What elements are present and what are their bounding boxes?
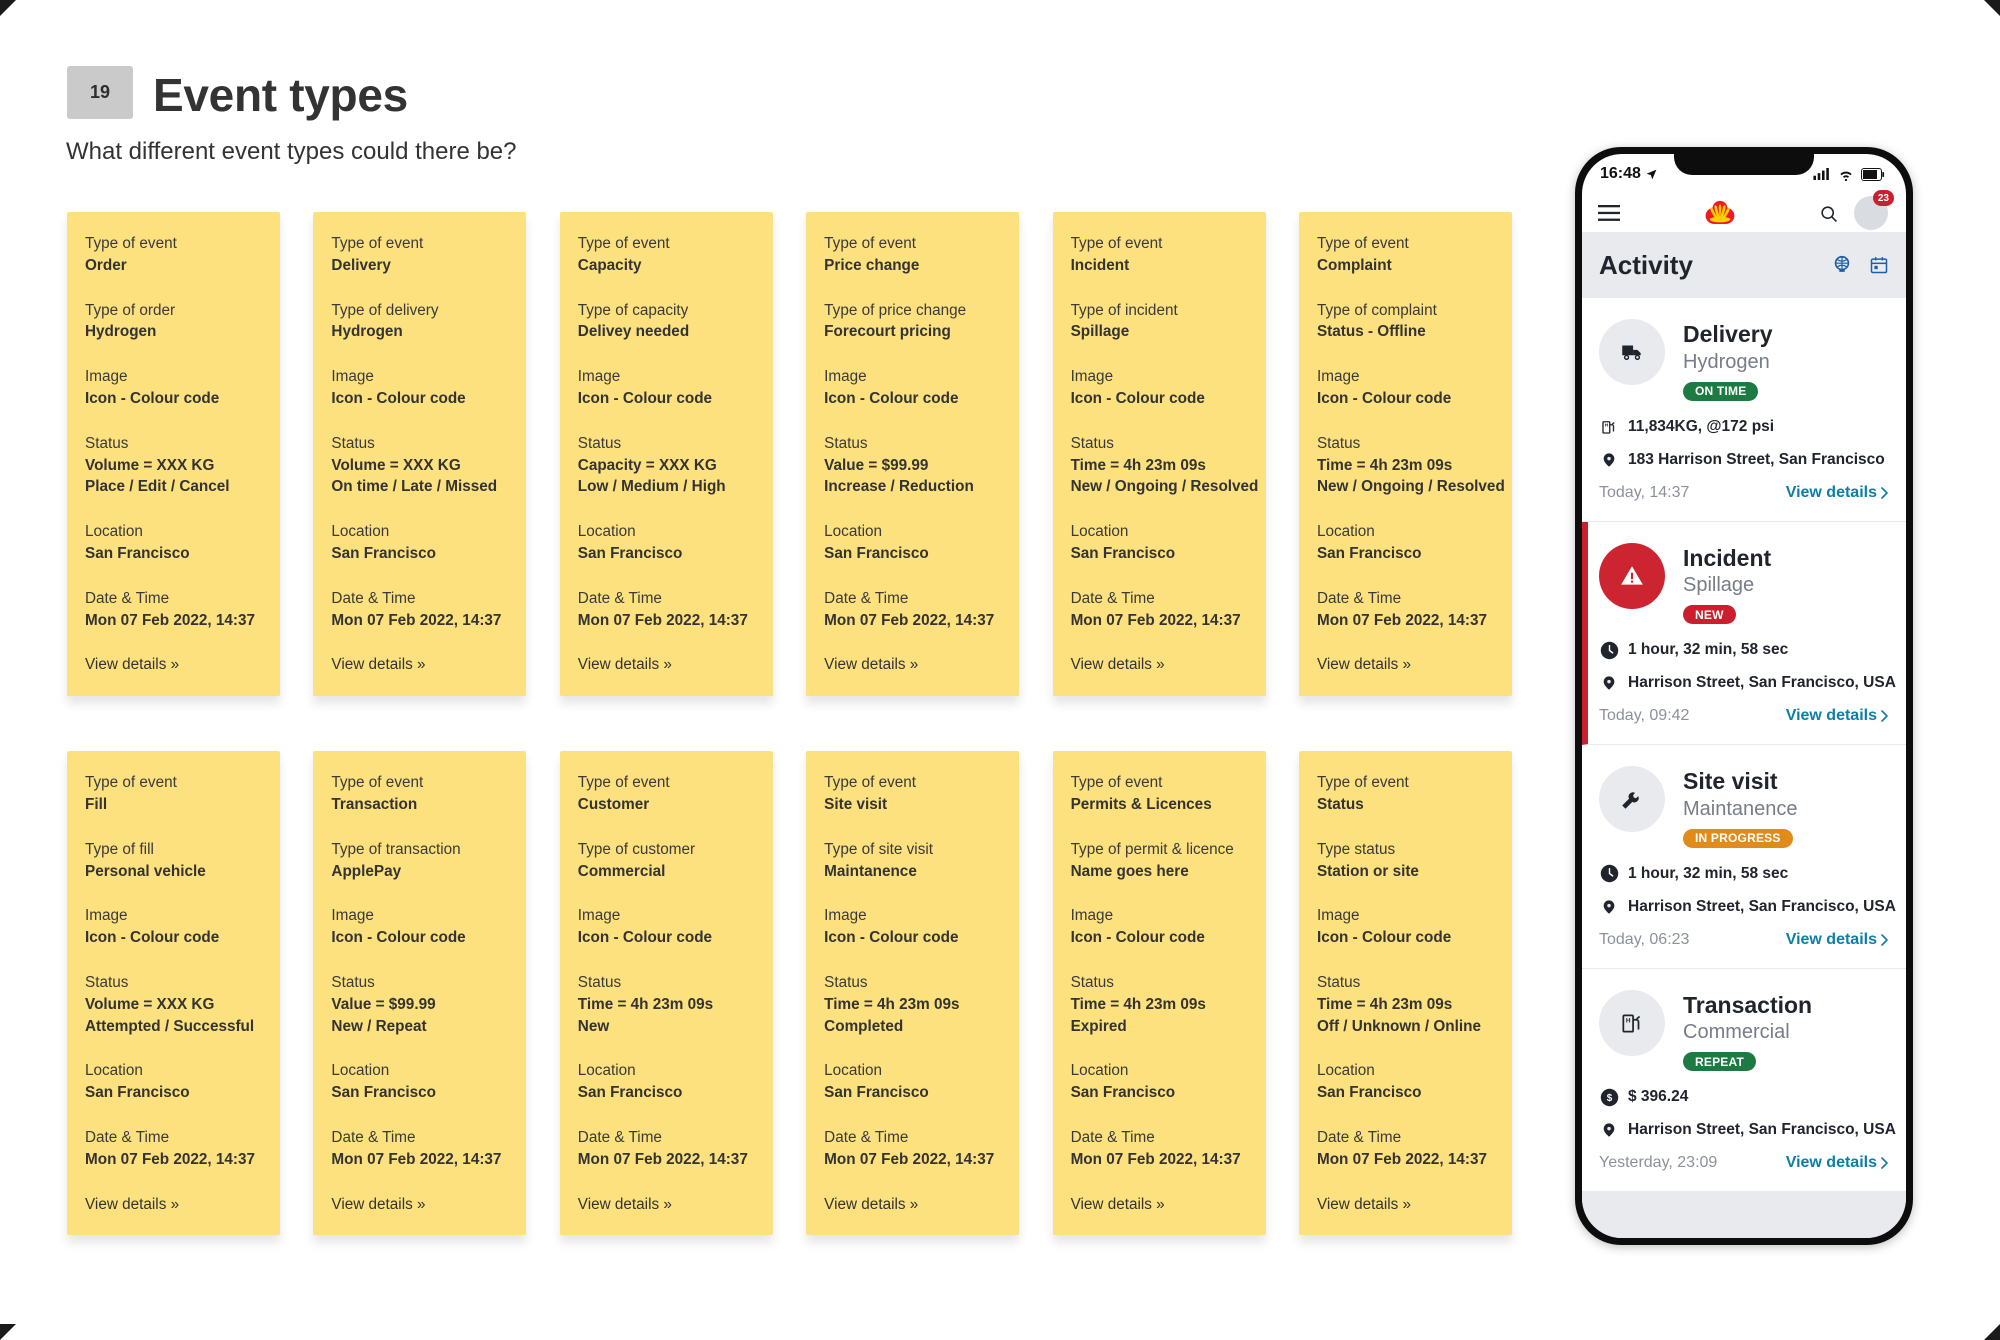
svg-text:$: $ <box>1606 1093 1612 1104</box>
svg-text:H: H <box>1626 1017 1631 1024</box>
svg-text:H: H <box>1605 422 1609 428</box>
